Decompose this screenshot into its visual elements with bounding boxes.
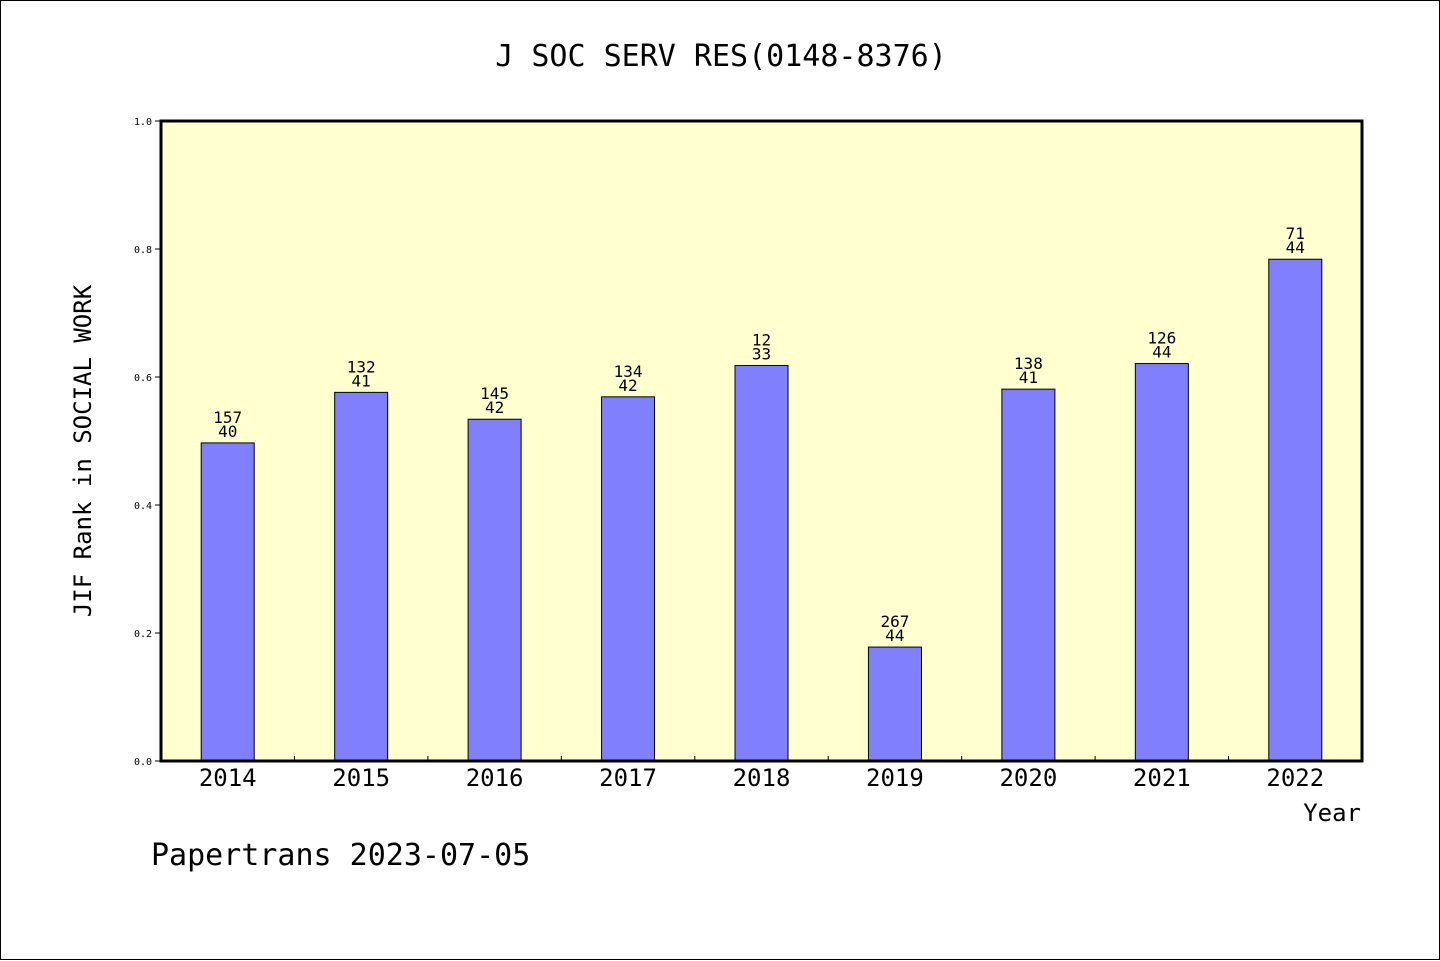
bar-label-top: 126	[1147, 329, 1176, 348]
bar-label-bottom: 44	[1286, 238, 1305, 257]
bar-label-top: 12	[752, 330, 771, 349]
x-tick-label: 2019	[866, 764, 924, 792]
bars-layer: 1574013241145421344212332674413841126447…	[200, 224, 1323, 762]
y-axis-label: JIF Rank in SOCIAL WORK	[69, 284, 97, 617]
bar-label-top: 145	[480, 384, 509, 403]
chart-title: J SOC SERV RES(0148-8376)	[495, 39, 947, 74]
x-ticks-layer: 2014 2015 2016 2017 2018 2019 2020 2021 2022	[199, 756, 1324, 792]
bar-2022	[1268, 258, 1323, 762]
bar-2014	[200, 442, 255, 762]
x-tick-label: 2022	[1266, 764, 1324, 792]
bar-label-bottom: 41	[1019, 368, 1038, 387]
bar-label-bottom: 44	[885, 626, 904, 645]
y-tick-label: 0.2	[134, 629, 152, 640]
x-axis-label: Year	[1303, 799, 1361, 827]
y-tick-label: 1.0	[134, 117, 152, 128]
bar-label-bottom: 40	[218, 422, 237, 441]
bar-2020	[1001, 388, 1056, 762]
x-tick-label: 2021	[1133, 764, 1191, 792]
y-tick-label: 0.0	[134, 757, 152, 768]
bar-label-top: 138	[1014, 354, 1043, 373]
bar-label-top: 267	[880, 612, 909, 631]
bar-2015	[334, 391, 389, 762]
bar-label-bottom: 42	[618, 376, 637, 395]
bar-label-top: 132	[347, 357, 376, 376]
bar-label-bottom: 41	[352, 371, 371, 390]
bar-label-bottom: 42	[485, 398, 504, 417]
y-tick-label: 0.4	[134, 501, 152, 512]
bar-label-bottom: 33	[752, 344, 771, 363]
x-tick-label: 2018	[733, 764, 791, 792]
x-tick-label: 2020	[999, 764, 1057, 792]
bar-label-top: 134	[614, 362, 643, 381]
y-tick-label: 0.6	[134, 373, 152, 384]
bar-2021	[1134, 363, 1189, 762]
bar-2017	[601, 396, 656, 762]
x-tick-label: 2017	[599, 764, 657, 792]
y-tick-label: 0.8	[134, 245, 152, 256]
plot-border	[159, 119, 1364, 763]
bar-label-top: 71	[1286, 224, 1305, 243]
bar-label-top: 157	[213, 408, 242, 427]
bar-2019	[867, 646, 922, 762]
x-tick-label: 2016	[466, 764, 524, 792]
x-tick-label: 2014	[199, 764, 257, 792]
x-tick-label: 2015	[332, 764, 390, 792]
y-ticks-layer: 0.0 0.2 0.4 0.6 0.8 1.0	[134, 117, 161, 768]
bar-label-bottom: 44	[1152, 343, 1171, 362]
footer-credit: Papertrans 2023-07-05	[151, 838, 530, 873]
bar-2018	[734, 364, 789, 762]
bar-2016	[467, 418, 522, 762]
